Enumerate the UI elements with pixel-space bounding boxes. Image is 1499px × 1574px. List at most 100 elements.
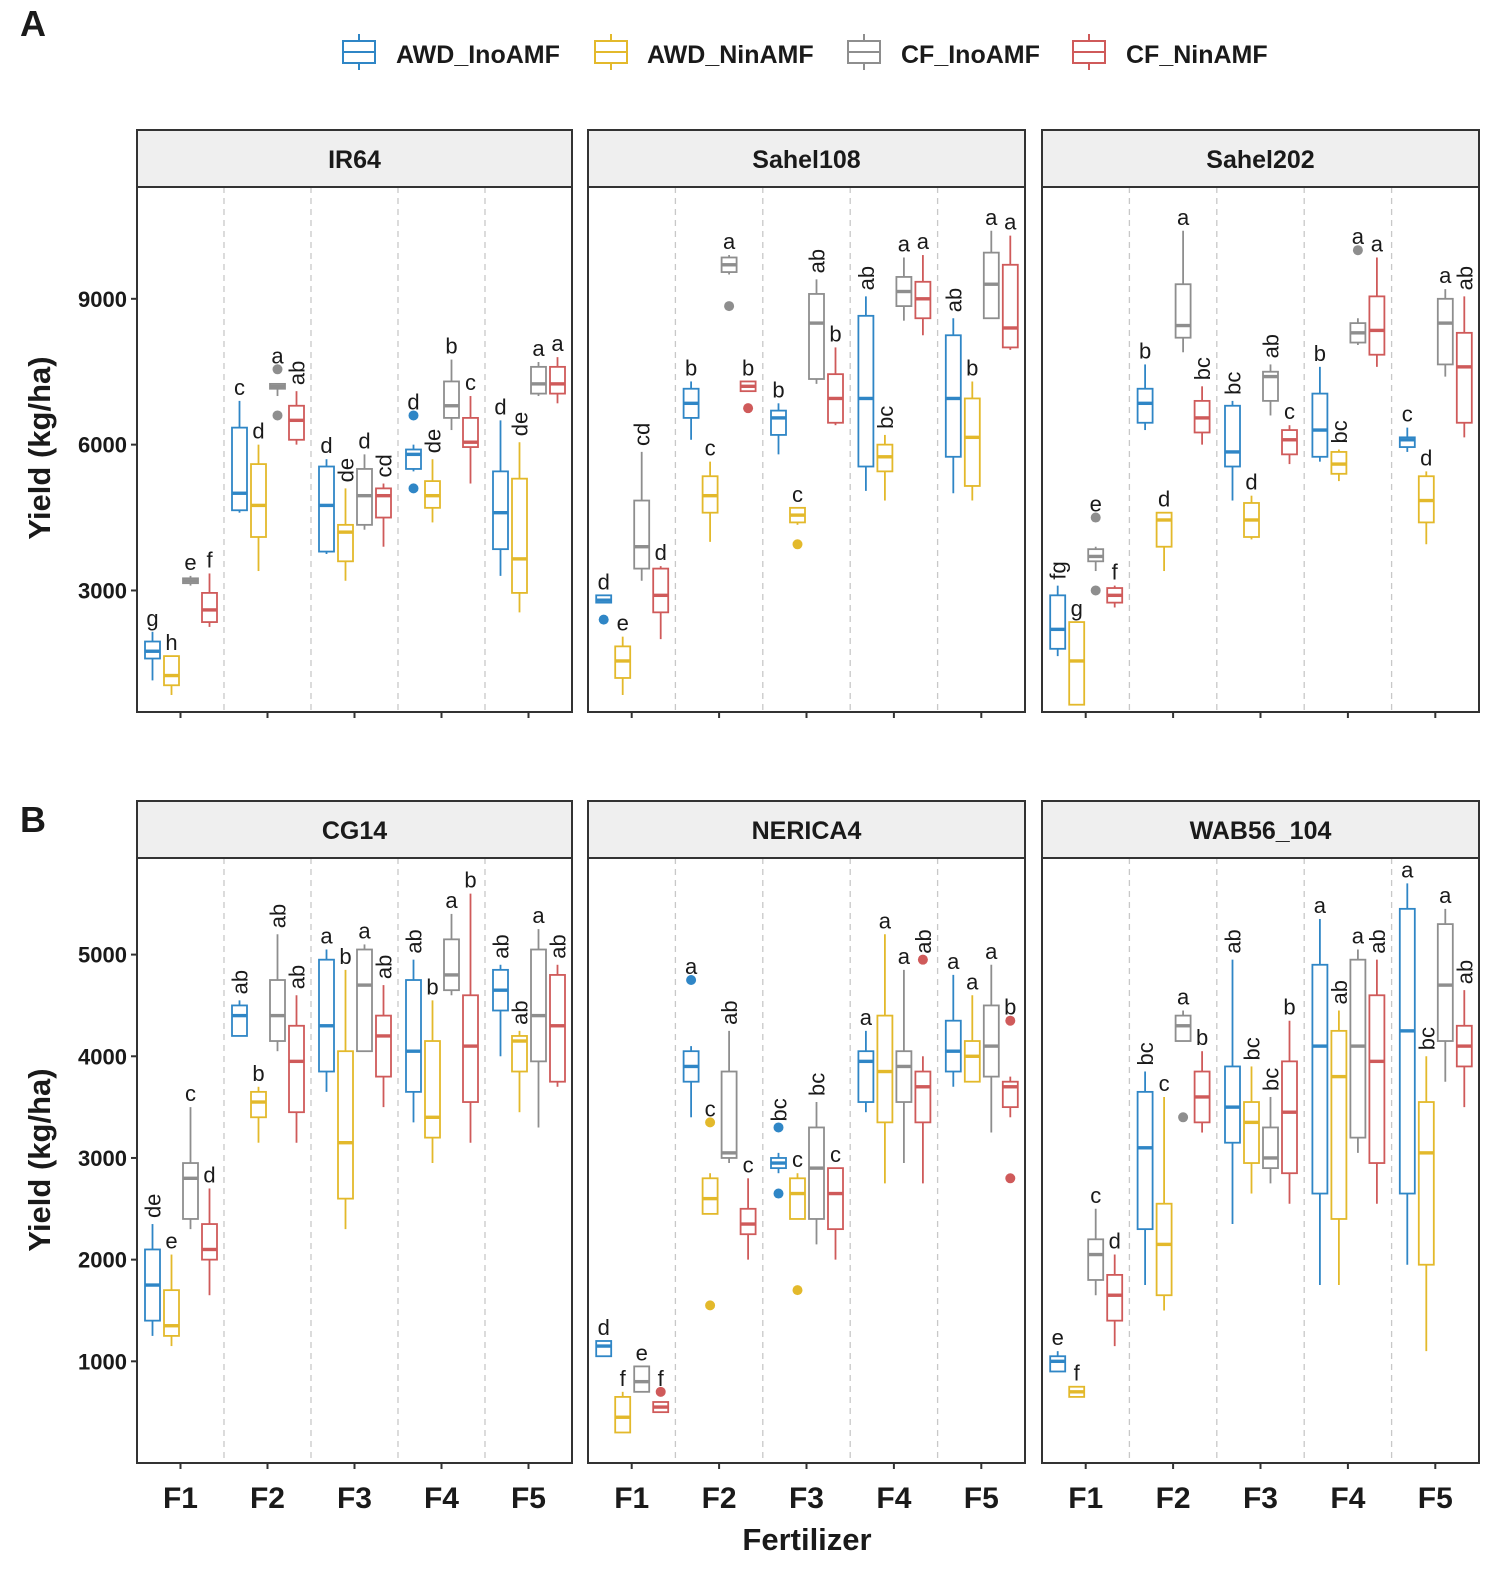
facet-strip bbox=[587, 800, 1026, 859]
significance-letter: de bbox=[141, 1194, 166, 1218]
iqr-box bbox=[492, 470, 509, 551]
iqr-box bbox=[250, 1090, 267, 1119]
significance-letter: ab bbox=[372, 955, 397, 979]
fertilizer-group-f1: d fef bbox=[595, 1315, 670, 1434]
box-cf-ninamf: ab bbox=[1365, 929, 1390, 1204]
iqr-box bbox=[462, 994, 479, 1103]
box-awd-ninamf: a bbox=[876, 908, 894, 1184]
significance-letter: a bbox=[1177, 205, 1190, 230]
iqr-box bbox=[182, 1162, 199, 1220]
x-tick-label: F1 bbox=[1068, 1482, 1103, 1515]
box-cf-ninamf: c bbox=[462, 370, 479, 484]
significance-letter: c bbox=[1159, 1071, 1170, 1096]
box-cf-ninamf: b bbox=[739, 355, 757, 414]
box-awd-inoamf: a bbox=[857, 1005, 875, 1113]
significance-letter: a bbox=[1439, 263, 1452, 288]
significance-letter: a bbox=[1352, 224, 1365, 249]
significance-letter: a bbox=[723, 229, 736, 254]
box-cf-inoamf: a bbox=[895, 944, 913, 1164]
iqr-box bbox=[1262, 370, 1279, 402]
y-axis-title-row-b: Yield (kg/ha) bbox=[22, 1068, 57, 1251]
outlier-point bbox=[655, 1386, 666, 1397]
box-cf-ninamf: ab bbox=[372, 955, 397, 1108]
significance-letter: b bbox=[829, 321, 841, 346]
box-awd-ninamf: bc bbox=[1414, 1027, 1439, 1352]
y-axis-title-row-a: Yield (kg/ha) bbox=[22, 356, 57, 539]
iqr-box bbox=[163, 1289, 180, 1337]
outlier-point bbox=[705, 1117, 716, 1128]
box-awd-ninamf: bc bbox=[1327, 420, 1352, 482]
box-awd-inoamf: b bbox=[1136, 338, 1154, 431]
fertilizer-group-f2: cd aab bbox=[231, 343, 310, 572]
significance-letter: b bbox=[445, 334, 457, 359]
y-tick-label: 2000 bbox=[78, 1248, 127, 1273]
box-cf-inoamf: a bbox=[1349, 924, 1367, 1153]
significance-letter: a bbox=[532, 336, 545, 361]
box-awd-ninamf: ab bbox=[508, 1000, 533, 1113]
significance-letter: ab bbox=[546, 934, 571, 958]
panel-tag-a: A bbox=[20, 3, 46, 44]
iqr-box bbox=[720, 1070, 738, 1159]
significance-letter: bc bbox=[1327, 420, 1352, 443]
box-cf-ninamf: b bbox=[1193, 1025, 1211, 1133]
outlier-point bbox=[1178, 1112, 1189, 1123]
significance-letter: a bbox=[358, 918, 371, 943]
x-tick-label: F5 bbox=[964, 1482, 999, 1515]
panel-frame bbox=[1041, 186, 1480, 713]
iqr-box bbox=[511, 477, 528, 594]
iqr-box bbox=[549, 974, 566, 1083]
iqr-box bbox=[1049, 1355, 1067, 1373]
box-awd-ninamf: f bbox=[1068, 1361, 1086, 1398]
legend-item-awd-inoamf: AWD_InoAMF bbox=[342, 34, 560, 70]
significance-letter: ab bbox=[285, 361, 310, 385]
box-awd-ninamf: b bbox=[963, 355, 981, 501]
iqr-box bbox=[1330, 1029, 1348, 1220]
box-awd-inoamf: ab bbox=[489, 934, 514, 1057]
box-cf-inoamf: d bbox=[356, 428, 373, 530]
box-cf-ninamf: ab bbox=[1452, 266, 1477, 438]
box-cf-ninamf: bc bbox=[1190, 357, 1215, 445]
significance-letter: bc bbox=[1259, 1068, 1284, 1091]
significance-letter: de bbox=[334, 458, 359, 482]
iqr-box bbox=[356, 948, 373, 1053]
iqr-box bbox=[1224, 404, 1241, 468]
box-cf-ninamf: f bbox=[201, 547, 218, 627]
iqr-box bbox=[511, 1035, 528, 1073]
box-awd-inoamf: bc bbox=[767, 1098, 792, 1199]
significance-letter: c bbox=[1284, 399, 1295, 424]
significance-letter: a bbox=[320, 924, 333, 949]
box-awd-inoamf: g bbox=[144, 606, 161, 681]
box-cf-inoamf: cd bbox=[630, 423, 655, 581]
outlier-point bbox=[917, 954, 928, 965]
significance-letter: ab bbox=[508, 1000, 533, 1024]
iqr-box bbox=[1243, 1101, 1260, 1164]
outlier-point bbox=[1090, 585, 1101, 596]
box-cf-inoamf: a bbox=[720, 229, 738, 312]
iqr-box bbox=[1262, 1126, 1279, 1170]
iqr-box bbox=[318, 465, 335, 553]
box-awd-ninamf: e bbox=[163, 1229, 180, 1347]
significance-letter: d bbox=[655, 540, 667, 565]
box-cf-inoamf: a bbox=[443, 888, 460, 996]
significance-letter: a bbox=[879, 908, 892, 933]
iqr-box bbox=[337, 523, 354, 563]
iqr-box bbox=[1311, 392, 1329, 458]
significance-letter: ab bbox=[1259, 334, 1284, 358]
outlier-point bbox=[686, 975, 697, 986]
facet-strip bbox=[136, 129, 573, 188]
significance-letter: c bbox=[792, 482, 803, 507]
fertilizer-group-f4: b bc a a bbox=[1311, 224, 1386, 482]
box-awd-ninamf: f bbox=[614, 1366, 632, 1434]
x-tick-label: F2 bbox=[1156, 1482, 1191, 1515]
significance-letter: c bbox=[792, 1147, 803, 1172]
iqr-box bbox=[405, 448, 422, 470]
significance-letter: e bbox=[636, 1340, 648, 1365]
iqr-box bbox=[857, 314, 875, 468]
significance-letter: f bbox=[620, 1366, 627, 1391]
y-tick-label: 4000 bbox=[78, 1044, 127, 1069]
box-cf-inoamf: a bbox=[1174, 985, 1192, 1123]
box-cf-ninamf: d bbox=[1106, 1229, 1124, 1347]
